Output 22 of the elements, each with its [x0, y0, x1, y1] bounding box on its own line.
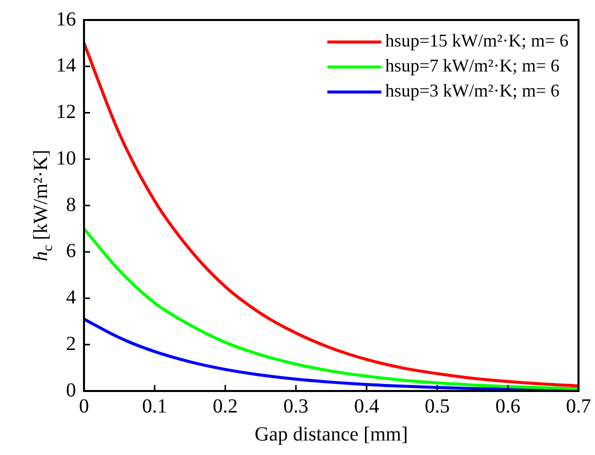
x-tick-label: 0.6 — [495, 395, 520, 418]
x-tick-label: 0.4 — [354, 395, 380, 418]
y-tick-label: 6 — [66, 240, 76, 262]
x-tick-label: 0.7 — [566, 395, 591, 418]
y-tick-label: 16 — [56, 8, 76, 30]
line-series — [84, 227, 578, 390]
legend-label: hsup=15 kW/m²·K; m= 6 — [385, 30, 569, 51]
y-tick-label: 0 — [66, 379, 76, 402]
x-axis-title: Gap distance [mm] — [254, 423, 408, 446]
y-tick-label: 12 — [56, 101, 76, 123]
y-tick-label: 8 — [66, 194, 76, 216]
y-tick-label: 14 — [56, 54, 76, 77]
y-tick-label: 10 — [56, 147, 76, 170]
y-tick-label: 4 — [66, 286, 76, 308]
y-axis-title: hc [kW/m²·K] — [30, 150, 56, 262]
legend-label: hsup=3 kW/m²·K; m= 6 — [385, 80, 560, 101]
legend-label: hsup=7 kW/m²·K; m= 6 — [385, 56, 560, 76]
y-tick-label: 2 — [66, 332, 76, 355]
x-tick-label: 0.5 — [424, 395, 450, 418]
x-tick-label: 0.1 — [142, 395, 168, 418]
x-tick-label: 0.2 — [212, 395, 238, 418]
x-tick-label: 0.3 — [283, 395, 308, 418]
